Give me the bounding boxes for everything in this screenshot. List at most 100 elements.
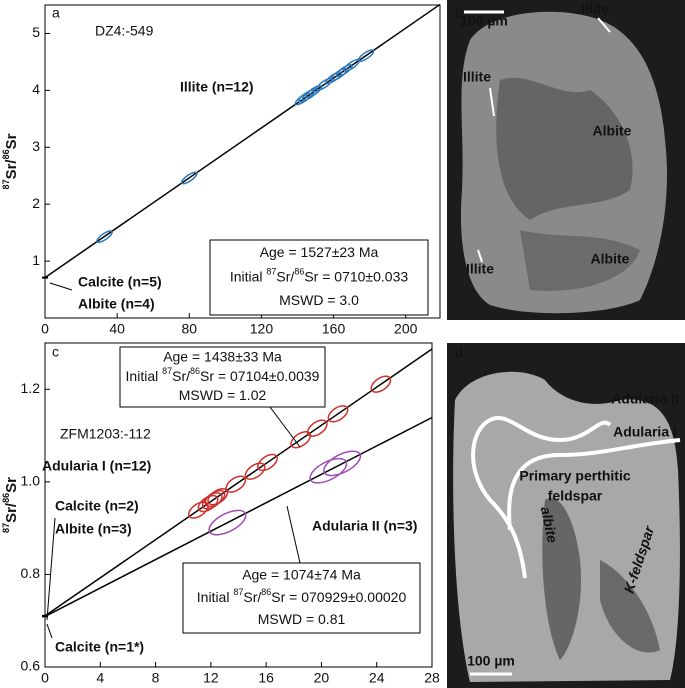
stats-initial-part: 87: [266, 267, 276, 277]
data-ellipse: [357, 49, 375, 63]
y-axis-label: 87Sr/86Sr: [1, 133, 20, 189]
y-tick-label: 1: [32, 252, 40, 268]
image-annotation: Albite: [593, 123, 632, 139]
pointer: [597, 17, 611, 33]
grain-dark: [520, 230, 640, 291]
image-annotation: Illite: [581, 1, 609, 17]
stats-initial: Initial 87Sr/86Sr = 070929±0.00020: [197, 587, 407, 604]
isochron-line: [44, 3, 441, 279]
stats-initial-part: Sr = 0710±0.033: [304, 268, 408, 284]
stats-initial-part: Initial: [197, 589, 234, 605]
isochron-line: [44, 348, 433, 617]
image-annotation: Adularia I: [613, 424, 677, 440]
leader-line: [46, 517, 56, 621]
y-axis-label-part: 87: [1, 179, 11, 189]
image-annotation: feldspar: [548, 488, 603, 504]
data-ellipse: [309, 457, 348, 484]
series-label: Adularia II (n=3): [312, 518, 417, 534]
stats-initial-part: 86: [190, 366, 200, 376]
x-tick-label: 28: [424, 670, 440, 686]
y-axis-label-part: 86: [1, 493, 11, 503]
panel-label: c: [52, 344, 59, 360]
stats-age: Age = 1527±23 Ma: [260, 244, 379, 260]
pointer: [489, 87, 495, 117]
y-tick-label: 3: [32, 138, 40, 154]
scale-label: 100 µm: [460, 13, 508, 29]
data-ellipse: [187, 501, 209, 519]
stats-initial-part: Sr/: [276, 268, 294, 284]
stats-initial-part: 86: [294, 267, 304, 277]
stats-mswd: MSWD = 0.81: [258, 611, 346, 627]
data-ellipse: [257, 453, 278, 472]
image-annotation: Albite: [591, 251, 630, 267]
scale-label: 100 µm: [467, 653, 515, 669]
stats-mswd: MSWD = 3.0: [279, 292, 359, 308]
x-tick-label: 12: [203, 670, 219, 686]
plot-frame: [44, 4, 441, 319]
zone-outline: [507, 438, 681, 531]
y-axis-label: 87Sr/86Sr: [1, 477, 20, 533]
y-axis-label-part: Sr: [3, 133, 20, 149]
x-tick-label: 200: [394, 321, 418, 337]
leader-line: [269, 406, 301, 448]
data-ellipse: [336, 64, 353, 77]
endmember-label: Albite (n=4): [78, 296, 155, 312]
data-ellipse: [323, 450, 362, 477]
albite-lamella: [600, 560, 660, 653]
y-tick-label: 0.8: [21, 565, 41, 581]
y-tick-label: 0.6: [21, 658, 41, 674]
image-annotation: Illite: [466, 261, 494, 277]
data-ellipse: [225, 475, 247, 493]
pointer: [477, 249, 483, 263]
data-ellipse: [96, 230, 113, 244]
endmember-label: Calcite (n=1*): [55, 639, 144, 655]
x-tick-label: 0: [41, 670, 49, 686]
x-tick-label: 80: [182, 321, 198, 337]
grain-dark: [496, 77, 633, 221]
stats-box: [209, 239, 429, 316]
endmember-label: Calcite (n=5): [78, 274, 162, 290]
x-tick-label: 120: [250, 321, 274, 337]
y-tick-label: 4: [32, 81, 40, 97]
zone-outline: [471, 416, 612, 579]
data-ellipse: [208, 509, 247, 536]
data-ellipse: [306, 419, 328, 437]
isochron-line: [44, 416, 433, 618]
stats-age: Age = 1074±74 Ma: [242, 566, 361, 582]
stats-age: Age = 1438±33 Ma: [163, 349, 282, 365]
x-tick-label: 40: [109, 321, 125, 337]
x-tick-label: 8: [152, 670, 160, 686]
image-annotation: albite: [538, 505, 561, 544]
panel-label: d: [455, 345, 463, 361]
stats-initial-part: Sr = 07104±0.0039: [200, 368, 320, 384]
stats-initial-part: 87: [162, 366, 172, 376]
stats-initial: Initial 87Sr/86Sr = 07104±0.0039: [126, 366, 320, 383]
stats-initial-part: Sr/: [243, 589, 261, 605]
image-annotation: Adularia II: [611, 391, 679, 407]
data-ellipse: [327, 405, 349, 423]
stats-initial-part: Initial: [126, 368, 163, 384]
leader-line: [286, 505, 301, 564]
panel-label: a: [52, 5, 60, 21]
y-axis-label-part: Sr/: [3, 502, 20, 523]
endmember-label: Albite (n=3): [55, 521, 132, 537]
data-ellipse: [180, 171, 198, 185]
series-label: Adularia I (n=12): [42, 458, 151, 474]
y-axis-label-part: Sr/: [3, 159, 20, 180]
data-ellipse: [305, 85, 323, 98]
stats-initial-part: 87: [233, 587, 243, 597]
stats-initial-part: Sr = 070929±0.00020: [271, 589, 406, 605]
x-tick-label: 24: [369, 670, 385, 686]
stats-initial-part: Initial: [230, 268, 267, 284]
stats-initial: Initial 87Sr/86Sr = 0710±0.033: [230, 267, 409, 284]
x-tick-label: 160: [322, 321, 346, 337]
stats-box: [119, 346, 326, 408]
y-axis-label-part: 87: [1, 523, 11, 533]
y-tick-label: 1.2: [21, 380, 41, 396]
sample-name: DZ4:-549: [95, 23, 154, 39]
leader-line: [46, 623, 53, 639]
data-ellipse: [290, 431, 312, 449]
image-annotation: Illite: [463, 69, 491, 85]
y-axis-label-part: Sr: [3, 477, 20, 493]
